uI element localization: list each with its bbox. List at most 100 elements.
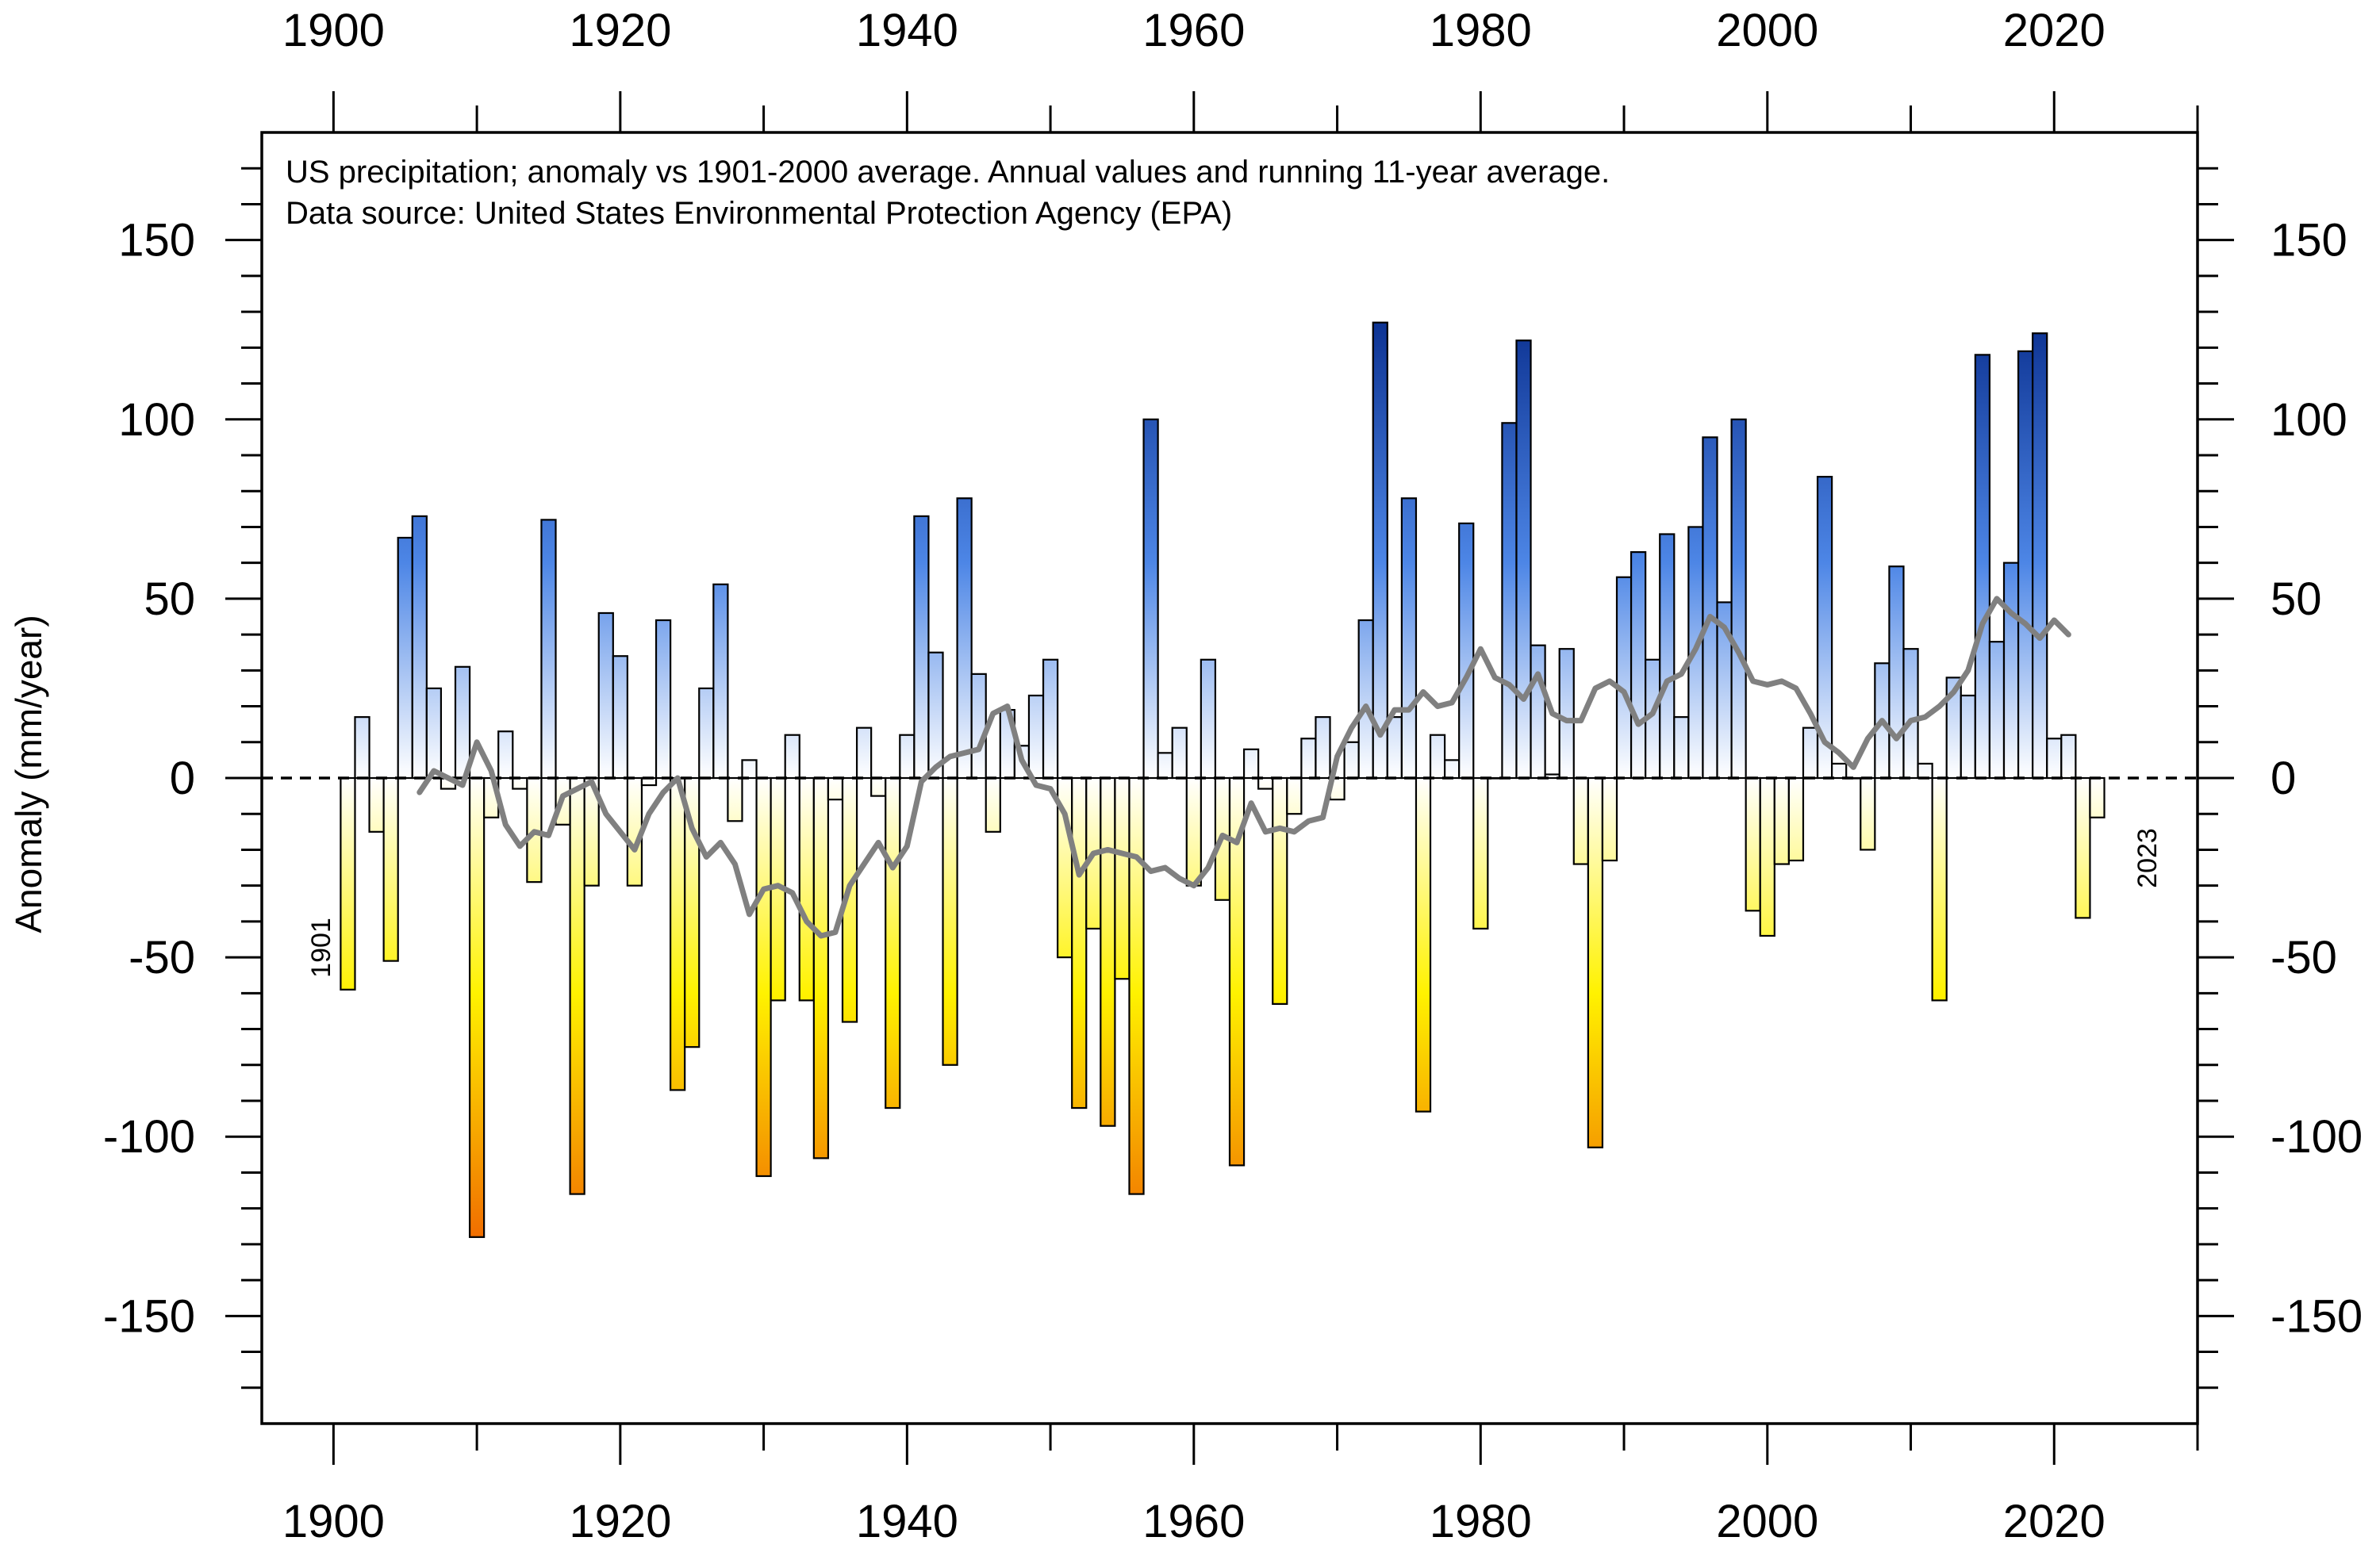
x-tick-label-bottom-1980: 1980 xyxy=(1430,1496,1532,1547)
y-tick-label-left-100: 100 xyxy=(118,394,195,446)
bar-1920 xyxy=(612,655,628,780)
y-tick-label-right-0: 0 xyxy=(2271,753,2296,804)
bar-1967 xyxy=(1286,776,1303,815)
y-tick-label-left-50: 50 xyxy=(144,573,195,625)
bar-1950 xyxy=(1042,658,1059,780)
bar-1955 xyxy=(1114,776,1130,980)
bar-1941 xyxy=(913,515,930,780)
bar-1939 xyxy=(885,776,901,1110)
bar-1989 xyxy=(1601,776,1618,862)
bar-2018 xyxy=(2017,350,2034,780)
last-year-label: 2023 xyxy=(2132,828,2163,888)
bar-1971 xyxy=(1343,741,1360,780)
running-mean-line xyxy=(416,596,2071,939)
bar-1991 xyxy=(1630,550,1647,780)
bar-1993 xyxy=(1659,533,1676,780)
chart-title: US precipitation; anomaly vs 1901-2000 a… xyxy=(286,155,1610,190)
y-tick-label-left-150: 150 xyxy=(118,215,195,266)
bar-1915 xyxy=(540,519,557,780)
bar-1913 xyxy=(512,776,528,790)
bar-2005 xyxy=(1831,762,1848,780)
bar-1935 xyxy=(827,776,844,801)
bar-1956 xyxy=(1128,776,1145,1195)
bar-1937 xyxy=(855,726,873,780)
bar-1959 xyxy=(1171,726,1188,780)
bar-2017 xyxy=(2002,562,2020,780)
bar-1909 xyxy=(454,665,471,780)
bar-1940 xyxy=(899,734,916,780)
bar-1968 xyxy=(1300,738,1317,780)
bar-1907 xyxy=(425,687,443,780)
bar-1969 xyxy=(1315,716,1331,780)
bar-1978 xyxy=(1444,759,1461,780)
bar-1987 xyxy=(1572,776,1589,865)
bar-1973 xyxy=(1372,321,1388,780)
y-tick-label-right--150: -150 xyxy=(2271,1290,2363,1342)
bar-1912 xyxy=(497,730,514,780)
bar-1966 xyxy=(1272,776,1288,1005)
bar-1949 xyxy=(1027,694,1045,780)
y-tick-label-right--100: -100 xyxy=(2271,1111,2363,1163)
bar-2002 xyxy=(1787,776,1805,862)
bar-1996 xyxy=(1702,436,1718,780)
y-tick-label-right-50: 50 xyxy=(2271,573,2322,625)
bar-1910 xyxy=(468,776,486,1238)
bar-2009 xyxy=(1888,565,1905,780)
axis-ticks xyxy=(225,91,2234,1465)
bar-1905 xyxy=(397,536,413,780)
x-tick-label-top-1900: 1900 xyxy=(282,5,385,56)
bar-1982 xyxy=(1501,422,1518,780)
bar-2014 xyxy=(1960,694,1976,780)
bar-1901 xyxy=(340,776,356,991)
bar-1954 xyxy=(1100,776,1116,1127)
bars-layer xyxy=(340,321,2106,1238)
bar-1964 xyxy=(1242,748,1260,780)
x-tick-label-bottom-2020: 2020 xyxy=(2003,1496,2106,1547)
bar-1929 xyxy=(741,759,758,780)
bar-1952 xyxy=(1071,776,1088,1110)
y-tick-label-left--100: -100 xyxy=(103,1111,195,1163)
bar-1902 xyxy=(354,716,370,780)
bar-1972 xyxy=(1357,619,1374,780)
bar-1945 xyxy=(970,673,987,780)
bar-1933 xyxy=(798,776,815,1002)
bar-1919 xyxy=(597,611,614,780)
bar-2007 xyxy=(1860,776,1876,851)
bar-1979 xyxy=(1458,522,1475,780)
bar-1990 xyxy=(1615,576,1633,780)
x-tick-label-top-2020: 2020 xyxy=(2003,5,2106,56)
y-tick-label-left-0: 0 xyxy=(170,753,195,804)
bar-1977 xyxy=(1429,734,1446,780)
bar-1930 xyxy=(755,776,772,1178)
bar-2016 xyxy=(1988,641,2006,780)
bar-1927 xyxy=(712,583,729,780)
bar-1932 xyxy=(784,734,800,780)
chart-subtitle: Data source: United States Environmental… xyxy=(286,196,1232,231)
bar-1983 xyxy=(1515,339,1532,780)
bar-1903 xyxy=(368,776,385,833)
bar-1938 xyxy=(870,776,887,797)
bar-1906 xyxy=(411,515,428,780)
x-tick-label-top-1920: 1920 xyxy=(569,5,671,56)
y-tick-label-right-150: 150 xyxy=(2271,215,2347,266)
bar-1998 xyxy=(1730,418,1747,780)
bar-1975 xyxy=(1400,497,1418,780)
bar-2019 xyxy=(2032,332,2048,780)
bar-2000 xyxy=(1759,776,1775,937)
bar-1928 xyxy=(727,776,743,822)
x-tick-label-top-1940: 1940 xyxy=(856,5,958,56)
bar-2020 xyxy=(2046,738,2063,780)
bar-2021 xyxy=(2060,734,2077,780)
bar-1960 xyxy=(1185,776,1202,887)
bar-1965 xyxy=(1257,776,1274,790)
bar-1999 xyxy=(1745,776,1761,912)
x-tick-label-bottom-1940: 1940 xyxy=(856,1496,958,1547)
bar-1917 xyxy=(569,776,585,1195)
axis-labels: 1900 1900 1920 1920 1940 1940 1960 1960 1980 1980… xyxy=(103,5,2363,1547)
bar-1943 xyxy=(942,776,958,1066)
bar-2015 xyxy=(1974,354,1991,780)
bar-2001 xyxy=(1773,776,1790,865)
bar-1957 xyxy=(1142,418,1159,780)
